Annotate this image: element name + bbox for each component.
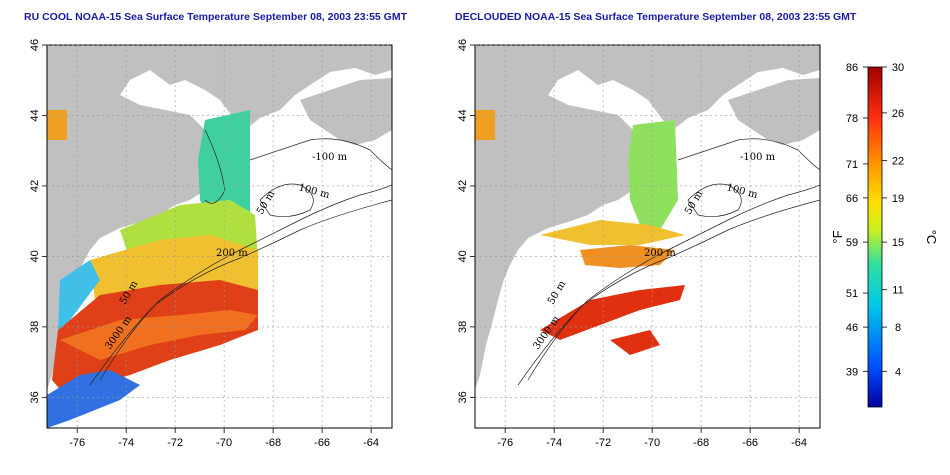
contour-label: 100 m — [297, 182, 331, 201]
contour-label: 50 m — [546, 279, 568, 307]
sst-orange-patch — [475, 110, 495, 140]
sst-orange-band — [580, 245, 675, 268]
celsius-unit-label: °C — [924, 230, 939, 245]
sst-warm-patch — [610, 330, 660, 355]
x-tick-label: -70 — [216, 437, 232, 449]
colorbar-f-tick-label: 66 — [846, 193, 858, 205]
colorbar-c-tick-label: 4 — [895, 366, 901, 378]
y-tick-label: 38 — [457, 321, 469, 333]
colorbar-f-tick-label: 71 — [846, 159, 858, 171]
colorbar-f-tick-label: 78 — [846, 113, 858, 125]
y-tick-label: 44 — [29, 109, 41, 121]
sst-cyan-coastal — [58, 260, 100, 330]
x-tick-label: -74 — [118, 437, 134, 449]
land-mass — [47, 45, 392, 390]
nova-scotia-land — [728, 78, 820, 145]
sst-cool-gulf-of-maine — [628, 120, 678, 230]
colorbar-c-tick-label: 8 — [895, 322, 901, 334]
bathymetry-contour — [687, 183, 742, 217]
x-tick-label: -72 — [595, 437, 611, 449]
x-tick-label: -66 — [314, 437, 330, 449]
x-tick-label: -76 — [69, 437, 85, 449]
y-tick-label: 46 — [457, 39, 469, 51]
sst-cold-coastal — [47, 370, 140, 428]
bathymetry-contour — [204, 129, 226, 204]
contour-label: 100 m — [725, 182, 759, 201]
colorbar-f-tick-label: 86 — [846, 62, 858, 74]
left-panel-title: RU COOL NOAA-15 Sea Surface Temperature … — [24, 11, 408, 23]
colorbar-c-tick-label: 19 — [892, 193, 904, 205]
contour-label: 200 m — [644, 248, 676, 259]
y-tick-label: 42 — [457, 180, 469, 192]
colorbar-f-tick-label: 39 — [846, 366, 858, 378]
colorbar-c-tick-label: 26 — [892, 108, 904, 120]
contour-label: 200 m — [216, 248, 248, 259]
y-tick-label: 38 — [29, 321, 41, 333]
sst-orange-patch — [47, 110, 67, 140]
colorbar-c-tick-label: 22 — [892, 156, 904, 168]
x-tick-label: -74 — [546, 437, 562, 449]
right-map-frame — [474, 44, 821, 429]
x-tick-label: -70 — [644, 437, 660, 449]
colorbar-c-tick-label: 15 — [892, 237, 904, 249]
y-tick-label: 40 — [457, 250, 469, 262]
y-tick-label: 46 — [29, 39, 41, 51]
y-tick-label: 36 — [29, 391, 41, 403]
x-tick-label: -72 — [167, 437, 183, 449]
colorbar-f-tick-label: 51 — [846, 288, 858, 300]
contour-label: 50 m — [683, 189, 705, 217]
bathymetry-contour — [677, 138, 820, 171]
colorbar-c-tick-label: 11 — [892, 285, 903, 297]
x-tick-label: -68 — [693, 437, 709, 449]
y-tick-label: 44 — [457, 109, 469, 121]
contour-label: -100 m — [740, 152, 776, 163]
x-tick-label: -64 — [363, 437, 379, 449]
right-panel-title: DECLOUDED NOAA-15 Sea Surface Temperatur… — [455, 11, 857, 23]
right-map-panel — [474, 44, 821, 429]
sst-yellow-band — [540, 220, 685, 245]
colorbar: °F °C 86 78 71 66 59 51 46 39 30 26 22 19 15 11 8 4 — [830, 62, 939, 408]
contour-label: 50 m — [255, 189, 277, 217]
colorbar-f-tick-label: 46 — [846, 322, 858, 334]
contour-label: -100 m — [312, 152, 348, 163]
bathymetry-contour — [517, 199, 820, 386]
bathymetry-contour — [527, 184, 820, 381]
colorbar-c-tick-label: 30 — [892, 62, 904, 74]
bathymetry-contour — [89, 199, 392, 386]
x-tick-label: -76 — [497, 437, 513, 449]
nova-scotia-land — [300, 78, 392, 145]
y-tick-label: 42 — [29, 180, 41, 192]
fahrenheit-unit-label: °F — [830, 230, 845, 243]
sst-orange-offshore — [60, 310, 258, 360]
bathymetry-contour — [259, 183, 314, 217]
x-tick-label: -66 — [742, 437, 758, 449]
y-tick-label: 36 — [457, 391, 469, 403]
y-tick-label: 40 — [29, 250, 41, 262]
x-tick-label: -68 — [265, 437, 281, 449]
colorbar-gradient — [867, 66, 883, 408]
land-mass — [475, 45, 820, 390]
colorbar-f-tick-label: 59 — [846, 237, 858, 249]
bathymetry-contour — [249, 138, 392, 171]
x-tick-label: -64 — [791, 437, 807, 449]
bathymetry-contour — [99, 184, 392, 381]
left-map-panel — [46, 44, 393, 429]
sst-warm-gulf-stream — [540, 285, 685, 340]
left-map-frame — [46, 44, 393, 429]
